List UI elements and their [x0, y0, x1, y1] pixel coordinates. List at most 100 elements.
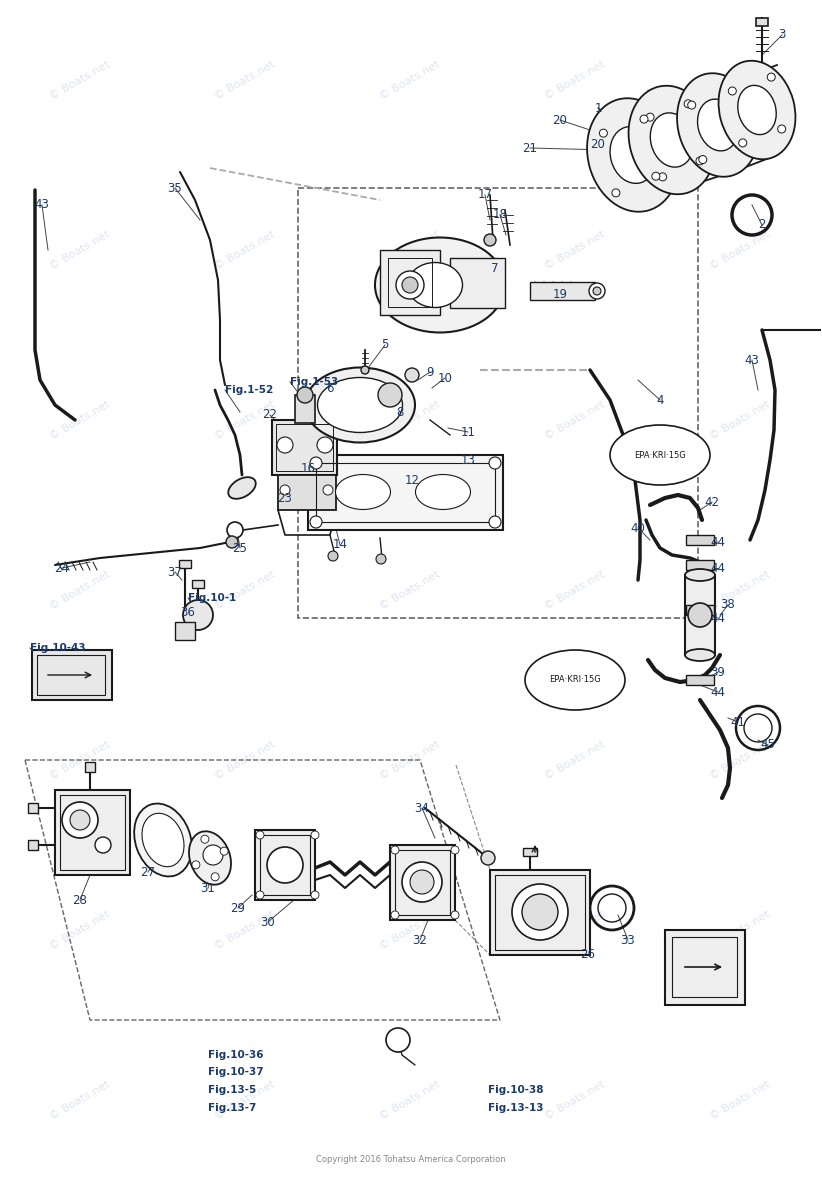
Text: © Boats.net: © Boats.net	[48, 1079, 112, 1121]
Circle shape	[277, 437, 293, 453]
Bar	[672, 937, 737, 997]
Circle shape	[512, 884, 568, 940]
Circle shape	[192, 861, 200, 869]
Text: © Boats.net: © Boats.net	[378, 739, 442, 782]
Circle shape	[311, 891, 319, 900]
Text: 44: 44	[710, 561, 726, 574]
Text: © Boats.net: © Boats.net	[48, 909, 112, 951]
Circle shape	[256, 891, 264, 900]
Bar	[85, 762, 95, 772]
Bar	[175, 623, 195, 640]
Circle shape	[396, 271, 424, 299]
Text: Fig.10-43: Fig.10-43	[30, 643, 85, 653]
Text: 19: 19	[552, 289, 567, 302]
Circle shape	[311, 831, 319, 839]
Circle shape	[612, 189, 620, 197]
Text: 22: 22	[262, 408, 278, 422]
Text: 28: 28	[72, 894, 87, 907]
Text: © Boats.net: © Boats.net	[213, 1079, 277, 1121]
Circle shape	[688, 602, 712, 627]
Text: 8: 8	[396, 406, 404, 419]
Circle shape	[297, 387, 313, 403]
Text: © Boats.net: © Boats.net	[213, 739, 277, 782]
Circle shape	[323, 485, 333, 495]
Text: 41: 41	[731, 716, 746, 729]
Bar	[523, 848, 537, 856]
Ellipse shape	[685, 648, 715, 661]
Text: © Boats.net: © Boats.net	[48, 229, 112, 271]
Text: © Boats.net: © Boats.net	[378, 1079, 442, 1121]
Circle shape	[696, 157, 704, 165]
Circle shape	[70, 810, 90, 830]
Circle shape	[256, 831, 264, 839]
Circle shape	[684, 100, 692, 107]
Text: © Boats.net: © Boats.net	[543, 739, 607, 782]
Text: © Boats.net: © Boats.net	[543, 59, 607, 101]
Text: © Boats.net: © Boats.net	[48, 568, 112, 611]
Text: 2: 2	[758, 218, 766, 231]
Bar	[179, 560, 191, 568]
Bar	[495, 875, 585, 950]
Bar	[395, 850, 450, 915]
Circle shape	[402, 862, 442, 902]
Text: © Boats.net: © Boats.net	[213, 568, 277, 611]
Circle shape	[183, 600, 213, 630]
Text: Copyright 2016 Tohatsu America Corporation: Copyright 2016 Tohatsu America Corporati…	[316, 1155, 506, 1165]
Circle shape	[386, 1028, 410, 1052]
Text: 44: 44	[710, 612, 726, 625]
Ellipse shape	[142, 814, 184, 867]
Text: © Boats.net: © Boats.net	[213, 399, 277, 441]
Circle shape	[376, 554, 386, 564]
Circle shape	[328, 551, 338, 561]
Text: 7: 7	[492, 262, 499, 275]
Circle shape	[481, 851, 495, 865]
Text: 30: 30	[261, 916, 275, 929]
Bar	[55, 790, 130, 875]
Text: © Boats.net: © Boats.net	[543, 909, 607, 951]
Text: 26: 26	[580, 948, 595, 962]
Circle shape	[729, 86, 737, 94]
Text: EPA·KRI·15G: EPA·KRI·15G	[549, 676, 601, 685]
Text: © Boats.net: © Boats.net	[378, 229, 442, 271]
Ellipse shape	[317, 377, 403, 433]
Text: © Boats.net: © Boats.net	[378, 909, 442, 951]
Ellipse shape	[415, 474, 470, 509]
Circle shape	[646, 113, 654, 121]
Text: © Boats.net: © Boats.net	[213, 59, 277, 101]
Text: © Boats.net: © Boats.net	[708, 1079, 772, 1121]
Text: 43: 43	[35, 198, 49, 211]
Text: 12: 12	[404, 474, 419, 487]
Text: Fig.13-7: Fig.13-7	[208, 1104, 256, 1113]
Text: 44: 44	[710, 685, 726, 698]
Circle shape	[317, 437, 333, 453]
Ellipse shape	[685, 569, 715, 581]
Bar	[37, 656, 105, 694]
Bar	[276, 424, 333, 470]
Circle shape	[62, 802, 98, 838]
Text: 17: 17	[478, 189, 492, 202]
Circle shape	[484, 233, 496, 246]
Ellipse shape	[375, 237, 505, 332]
Circle shape	[658, 173, 667, 180]
Text: 1: 1	[594, 101, 602, 114]
Ellipse shape	[677, 73, 759, 177]
Bar	[28, 839, 38, 850]
Text: 43: 43	[745, 354, 760, 367]
Text: 36: 36	[181, 606, 196, 619]
Text: Fig.1-52: Fig.1-52	[225, 386, 273, 395]
Text: © Boats.net: © Boats.net	[378, 568, 442, 611]
Ellipse shape	[629, 86, 715, 195]
Circle shape	[402, 277, 418, 294]
Circle shape	[489, 457, 501, 469]
Text: 14: 14	[333, 539, 348, 552]
Circle shape	[220, 848, 228, 855]
Circle shape	[589, 283, 605, 299]
Text: 5: 5	[381, 338, 389, 351]
Ellipse shape	[718, 61, 796, 159]
Text: 24: 24	[54, 561, 70, 574]
Text: Fig.10-36: Fig.10-36	[208, 1050, 264, 1060]
Text: © Boats.net: © Boats.net	[213, 229, 277, 271]
Circle shape	[593, 286, 601, 295]
Ellipse shape	[525, 650, 625, 710]
Ellipse shape	[305, 368, 415, 442]
